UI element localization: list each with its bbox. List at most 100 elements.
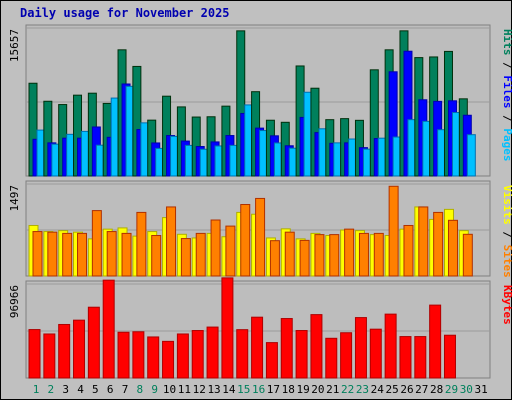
x-tick-label: 7 [122,383,129,396]
x-tick-label: 12 [193,383,206,396]
bar-kbytes [206,326,219,379]
bar-kbytes [295,330,308,379]
bar-sites [210,219,221,277]
bar-kbytes [87,306,100,379]
bar-sites [47,231,58,277]
bar-kbytes [325,337,338,379]
bar-sites [299,239,310,277]
bar-sites [403,224,414,277]
x-tick-label: 1 [33,383,40,396]
x-tick-label: 24 [371,383,385,396]
bar-kbytes [73,319,86,379]
x-tick-label: 11 [178,383,191,396]
bar-kbytes [102,279,115,379]
bar-sites [373,232,384,277]
y-max-label: 1497 [8,185,21,212]
legend-label: Pages [501,128,512,161]
bar-kbytes [191,330,204,379]
bar-sites [180,238,191,277]
x-tick-label: 28 [430,383,443,396]
x-tick-label: 5 [92,383,99,396]
bar-sites [329,234,340,277]
x-tick-label: 29 [445,383,458,396]
x-tick-label: 20 [311,383,324,396]
bar-sites [91,210,102,277]
x-tick-label: 14 [222,383,236,396]
bar-kbytes [340,332,353,379]
bar-sites [32,231,43,277]
bar-kbytes [236,329,249,379]
bar-sites [240,204,251,277]
bar-kbytes [176,333,189,379]
x-tick-label: 23 [356,383,369,396]
x-tick-label: 10 [163,383,176,396]
bar-kbytes [429,304,442,379]
x-tick-label: 13 [207,383,220,396]
bar-sites [225,225,236,277]
bar-kbytes [384,313,397,379]
bar-kbytes [443,334,456,379]
legend-label: / [501,56,512,76]
bar-sites [284,231,295,277]
bar-sites [462,233,473,277]
bar-pages [466,134,476,177]
page-title: Daily usage for November 2025 [20,6,230,20]
legend-label: KBytes [501,285,512,325]
bar-sites [195,232,206,277]
bar-kbytes [43,333,56,379]
bar-sites [121,232,132,277]
x-tick-label: 2 [48,383,55,396]
legend-label: / [501,225,512,245]
x-tick-label: 6 [107,383,114,396]
x-tick-label: 26 [400,383,413,396]
x-tick-label: 27 [415,383,428,396]
bar-sites [314,234,325,277]
bar-sites [62,232,73,277]
x-tick-label: 15 [237,383,250,396]
y-max-label: 96966 [8,285,21,318]
bar-sites [106,231,117,277]
bar-sites [388,185,399,277]
legend-label: Files [501,75,512,108]
bar-sites [151,235,162,277]
bar-sites [166,206,177,277]
x-tick-label: 17 [267,383,280,396]
bar-kbytes [265,342,278,379]
bar-kbytes [162,340,175,379]
bar-sites [418,206,429,277]
bar-kbytes [147,336,160,379]
bar-kbytes [221,277,234,379]
bar-sites [433,211,444,277]
x-tick-label: 8 [137,383,144,396]
bar-kbytes [280,318,293,379]
x-tick-label: 4 [77,383,84,396]
x-tick-label: 21 [326,383,339,396]
bar-sites [269,240,280,277]
x-tick-label: 25 [386,383,399,396]
y-max-label: 15657 [8,29,21,62]
x-tick-label: 22 [341,383,354,396]
x-tick-label: 18 [282,383,295,396]
bar-kbytes [399,336,412,379]
bar-kbytes [369,328,382,379]
bar-kbytes [310,314,323,379]
bar-kbytes [58,323,71,379]
bar-kbytes [28,329,41,379]
x-tick-label: 19 [296,383,309,396]
bar-kbytes [354,317,367,379]
bar-sites [255,197,266,277]
series-legend: KBytes [501,285,512,325]
bar-sites [344,228,355,277]
x-tick-label: 30 [460,383,473,396]
legend-label: / [501,109,512,129]
bar-sites [77,232,88,277]
legend-label: Sites [501,245,512,278]
bar-sites [136,211,147,277]
bar-kbytes [132,331,145,379]
bar-kbytes [251,316,264,379]
bar-kbytes [117,331,130,379]
x-tick-label: 9 [151,383,158,396]
legend-label: Visits [501,185,512,225]
bar-sites [447,219,458,277]
